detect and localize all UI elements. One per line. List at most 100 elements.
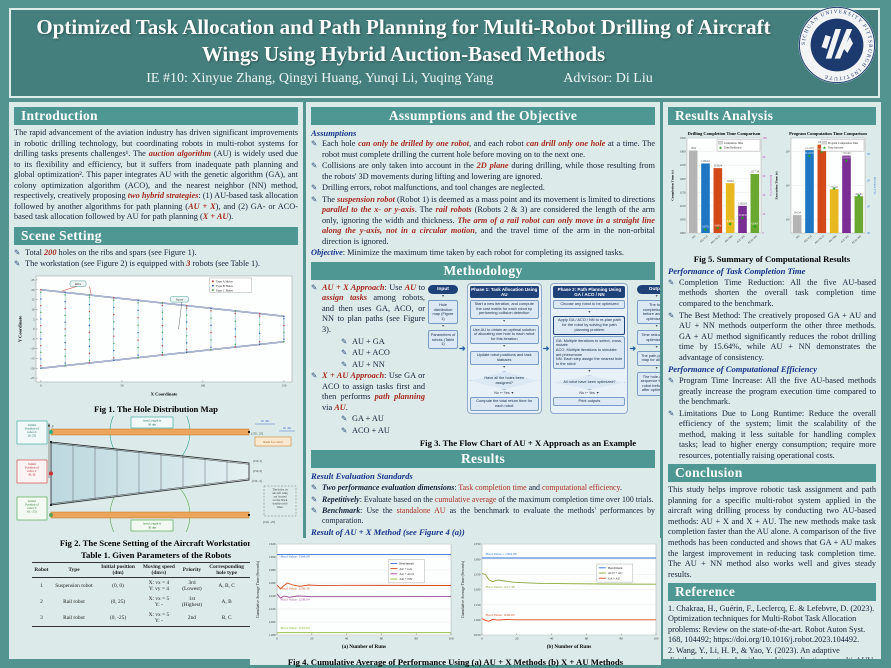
svg-text:Cumulative Average Time (Secon: Cumulative Average Time (Seconds) xyxy=(256,560,260,618)
fig1-caption: Fig 1. The Hole Distribution Map xyxy=(94,403,218,414)
svg-text:AU+GA: AU+GA xyxy=(803,233,814,243)
svg-text:AU+NN: AU+NN xyxy=(723,233,734,243)
flow-node: Input xyxy=(428,284,458,294)
svg-text:1250: 1250 xyxy=(474,573,481,577)
table-cell: 3 xyxy=(32,610,51,628)
table-header-cell: Initial position (dm) xyxy=(97,561,139,579)
svg-text:60: 60 xyxy=(585,637,589,641)
svg-text:20: 20 xyxy=(31,288,35,292)
svg-text:20: 20 xyxy=(310,637,314,641)
svg-text:AU+NN: AU+NN xyxy=(827,233,838,243)
bullet-item: ✎ Drilling errors, robot malfunctions, an… xyxy=(311,183,545,193)
svg-text:10⁴: 10⁴ xyxy=(785,150,789,154)
flow-node: GA: Multiple iterations to select, cross… xyxy=(553,336,626,369)
svg-text:Final Value = 1304.00: Final Value = 1304.00 xyxy=(485,552,516,556)
svg-text:Benchmark: Benchmark xyxy=(608,566,623,570)
assumptions-bullets: ✎ Each hole can only be drilled by one ro… xyxy=(311,139,655,247)
svg-text:20: 20 xyxy=(763,213,766,216)
flow-column: Output▼The total completion time before … xyxy=(637,283,660,414)
svg-text:1304: 1304 xyxy=(690,147,696,150)
svg-text:10³: 10³ xyxy=(786,184,790,188)
svg-text:1180: 1180 xyxy=(269,633,276,637)
svg-text:1220: 1220 xyxy=(269,607,276,611)
svg-text:0: 0 xyxy=(33,327,35,331)
bullet-item: ✎ Program Time Increase: All the five AU-… xyxy=(668,376,876,407)
flow-node: Choose any robot to be optimized xyxy=(553,299,626,310)
svg-text:5.6×10³: 5.6×10³ xyxy=(842,157,850,160)
analysis-text: Performance of Task Completion Time ✎ Com… xyxy=(668,266,876,461)
svg-text:X Coordinate: X Coordinate xyxy=(151,391,178,396)
flow-node: ▼ xyxy=(654,345,659,350)
flow-node: ➜ xyxy=(542,343,550,353)
table-cell: Rail robot xyxy=(63,598,85,605)
flow-node: Apply GA / ACO / NN to re-plan path for … xyxy=(553,315,626,335)
svg-text:-25: -25 xyxy=(30,376,35,380)
bullet-item: ✎ AU + NN xyxy=(341,359,385,369)
fig5b-bar-chart: 10² 10³ 10⁴ 10¹ 10² 10³ 10⁴ 134.34 AU 1.1×10⁴ AU+G… xyxy=(772,128,878,253)
svg-text:10³: 10³ xyxy=(867,179,871,182)
svg-text:10¹: 10¹ xyxy=(867,232,871,235)
svg-text:Program Computation Time Compa: Program Computation Time Comparison xyxy=(789,131,867,136)
svg-text:AU+ACO: AU+ACO xyxy=(710,234,722,245)
bullet-glyph-icon: ✎ xyxy=(311,506,318,516)
svg-text:1300: 1300 xyxy=(474,557,481,561)
svg-text:1150: 1150 xyxy=(474,603,481,607)
table-cell: 3rd (Lowest) xyxy=(182,579,202,593)
institute-logo-icon: SICHUAN UNIVERSITY PITTSBURGH INSTITUTE xyxy=(798,6,876,84)
svg-text:4.8×10²: 4.8×10² xyxy=(830,185,838,188)
svg-text:✱: ✱ xyxy=(741,216,745,221)
table-header-cell: Type xyxy=(50,561,98,579)
middle-column: Assumptions and the Objective Assumption… xyxy=(306,102,660,538)
bullet-item: ✎ Limitations Due to Long Runtime: Reduce… xyxy=(668,408,876,460)
flow-node: Update robot positions and task statuses xyxy=(469,350,539,365)
table-cell: 2 xyxy=(40,598,43,605)
methodology-bullets: ✎ AU + X Approach: Use AU to assign tasks… xyxy=(311,283,425,437)
flow-node: Use AU to obtain an optimal solution of … xyxy=(469,325,539,344)
svg-text:481.65: 481.65 xyxy=(855,193,863,196)
svg-text:50: 50 xyxy=(120,383,124,387)
advisor: Advisor: Di Liu xyxy=(563,70,653,86)
flow-node: ➜ xyxy=(459,343,466,353)
svg-text:25: 25 xyxy=(31,278,35,282)
svg-text:✱: ✱ xyxy=(704,227,708,232)
perf2-bullets: ✎ Program Time Increase: All the five AU-… xyxy=(668,376,876,461)
svg-text:(a) Number of Runs: (a) Number of Runs xyxy=(342,643,386,650)
reference-item: 1. Chakraa, H., Guérin, F., Leclercq, E.… xyxy=(668,604,875,644)
svg-text:✱: ✱ xyxy=(820,149,824,154)
svg-text:1239.04: 1239.04 xyxy=(713,165,722,168)
section-header-results-analysis: Results Analysis xyxy=(668,107,876,125)
table-cell: B, C xyxy=(205,610,249,628)
svg-text:7.6×10³: 7.6×10³ xyxy=(842,152,851,155)
reference-item: 2. Wang, Y., Li, H. P., & Yao, Y. (2023)… xyxy=(668,646,873,659)
table-cell: Rail robot xyxy=(50,610,98,628)
svg-text:100: 100 xyxy=(448,637,453,641)
svg-text:0: 0 xyxy=(276,637,278,641)
scene-setting-bullets: ✎ Total 200 holes on the ribs and spars (… xyxy=(14,248,298,270)
svg-text:Program Computation Time: Program Computation Time xyxy=(828,142,859,145)
fig4-panel: 1180 1200 1220 1240 1260 1280 1300 1320 0 20 40 60 8… xyxy=(250,538,661,667)
table-cell: 1st (Highest) xyxy=(181,595,203,609)
flow-node: Start a new iteration, and compute the c… xyxy=(469,299,539,319)
svg-text:80: 80 xyxy=(620,637,624,641)
bullet-item: ✎ X + AU Approach: Use GA or ACO to assig… xyxy=(311,371,425,412)
table-cell: X: vx = 4 Y: vy = 4 xyxy=(148,579,170,593)
perf1-head: Performance of Task Completion Time xyxy=(668,266,806,276)
bullet-item: ✎ Collisions are only taken into account … xyxy=(311,161,655,181)
flow-node: Phase 1: Task Allocation Using AU Start a… xyxy=(466,282,542,414)
fig3-caption: Fig 3. The Flow Chart of AU + X Approach… xyxy=(419,438,637,449)
flow-node: Phase 2: Path Planning Using GA / ACO / … xyxy=(553,285,626,299)
fig4b-line-chart: 1050 1100 1150 1200 1250 1300 1350 0 20 40 60 80 100… xyxy=(457,539,659,656)
fig5-charts: 1000 1050 1100 1150 1200 1250 1300 1350 0 20 40 60 8… xyxy=(668,128,878,253)
bullet-glyph-icon: ✎ xyxy=(311,139,318,148)
bullet-item: ✎ Total 200 holes on the ribs and spars (… xyxy=(14,247,197,257)
svg-text:Type C Holes: Type C Holes xyxy=(216,288,234,292)
flow-node: ▼ xyxy=(502,344,506,349)
svg-text:1350: 1350 xyxy=(474,542,481,546)
svg-text:Completion Time: Completion Time xyxy=(724,142,744,145)
table-cell: 2nd xyxy=(178,610,206,628)
svg-text:1200: 1200 xyxy=(269,620,276,624)
svg-text:3.67%: 3.67% xyxy=(702,226,710,229)
table-cell: 1 xyxy=(40,582,43,589)
